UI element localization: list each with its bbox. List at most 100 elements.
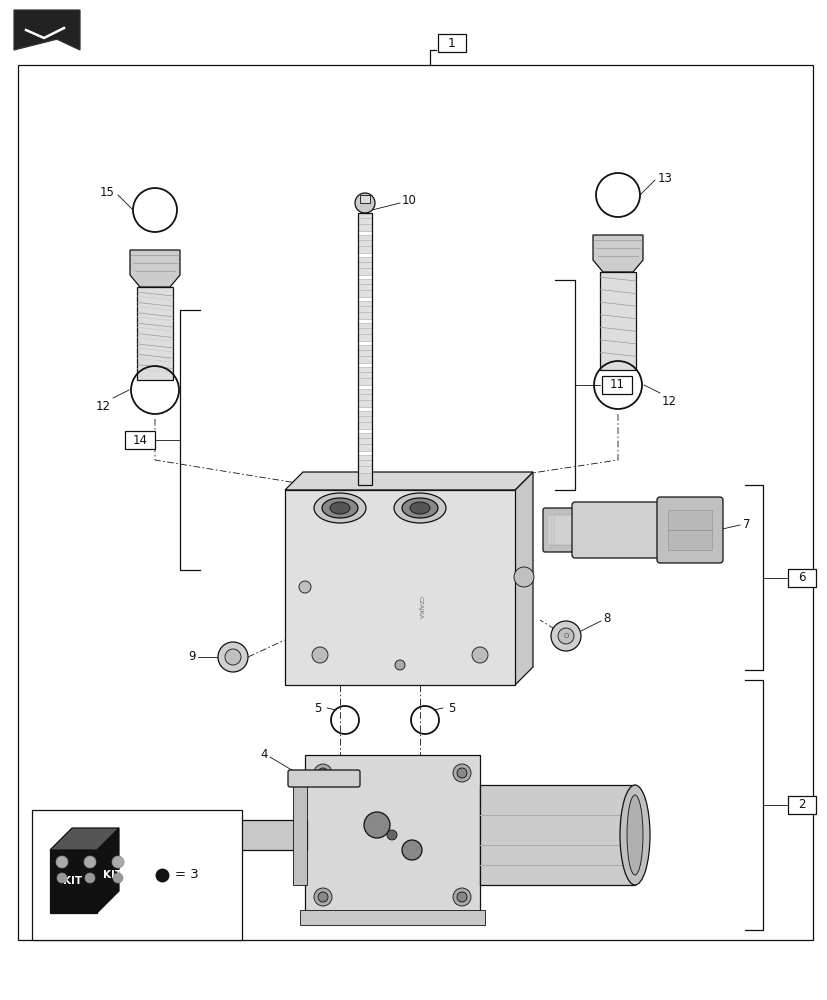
Circle shape bbox=[355, 193, 375, 213]
Text: KIT: KIT bbox=[64, 876, 83, 886]
Ellipse shape bbox=[394, 493, 446, 523]
Bar bbox=[357, 213, 371, 231]
Ellipse shape bbox=[207, 820, 222, 850]
Text: 10: 10 bbox=[402, 194, 416, 208]
Bar bbox=[357, 323, 371, 341]
Circle shape bbox=[471, 647, 487, 663]
Bar bbox=[553, 515, 578, 545]
FancyBboxPatch shape bbox=[601, 376, 631, 394]
Bar bbox=[136, 287, 173, 380]
Bar bbox=[667, 510, 711, 550]
Bar bbox=[32, 810, 241, 940]
Circle shape bbox=[85, 873, 95, 883]
Ellipse shape bbox=[626, 795, 643, 875]
Ellipse shape bbox=[313, 493, 366, 523]
Circle shape bbox=[318, 768, 327, 778]
Text: 7: 7 bbox=[742, 518, 749, 530]
Text: O: O bbox=[562, 633, 568, 639]
Text: 1: 1 bbox=[447, 37, 456, 50]
Circle shape bbox=[299, 581, 311, 593]
Circle shape bbox=[386, 830, 396, 840]
Bar bbox=[357, 257, 371, 275]
Circle shape bbox=[550, 621, 581, 651]
FancyBboxPatch shape bbox=[288, 770, 360, 787]
FancyBboxPatch shape bbox=[571, 502, 667, 558]
Bar bbox=[299, 910, 485, 925]
Text: 12: 12 bbox=[662, 395, 676, 408]
Circle shape bbox=[313, 888, 332, 906]
Circle shape bbox=[225, 649, 241, 665]
Bar bbox=[18, 65, 812, 940]
Bar bbox=[357, 411, 371, 429]
Bar bbox=[357, 279, 371, 297]
Ellipse shape bbox=[322, 498, 357, 518]
Bar bbox=[304, 755, 480, 915]
Text: 9: 9 bbox=[189, 650, 196, 664]
Ellipse shape bbox=[409, 502, 429, 514]
Bar bbox=[293, 785, 307, 885]
Circle shape bbox=[364, 812, 390, 838]
FancyBboxPatch shape bbox=[787, 796, 815, 814]
Polygon shape bbox=[592, 235, 643, 272]
Text: = 3: = 3 bbox=[174, 868, 198, 881]
Circle shape bbox=[514, 567, 533, 587]
Bar bbox=[284, 490, 514, 685]
Text: 15: 15 bbox=[100, 186, 115, 200]
Circle shape bbox=[313, 764, 332, 782]
Circle shape bbox=[112, 873, 123, 883]
Text: 6: 6 bbox=[797, 571, 805, 584]
FancyBboxPatch shape bbox=[437, 34, 466, 52]
Circle shape bbox=[312, 647, 327, 663]
Text: 13: 13 bbox=[657, 172, 672, 185]
Ellipse shape bbox=[402, 498, 437, 518]
FancyBboxPatch shape bbox=[656, 497, 722, 563]
Bar bbox=[357, 301, 371, 319]
FancyBboxPatch shape bbox=[543, 508, 581, 552]
Ellipse shape bbox=[619, 785, 649, 885]
Text: 5: 5 bbox=[314, 702, 322, 714]
FancyBboxPatch shape bbox=[787, 568, 815, 586]
FancyBboxPatch shape bbox=[125, 431, 155, 449]
Polygon shape bbox=[50, 828, 119, 850]
Circle shape bbox=[56, 856, 68, 868]
Polygon shape bbox=[514, 472, 533, 685]
Bar bbox=[50, 850, 97, 913]
Text: 4: 4 bbox=[261, 748, 268, 762]
Circle shape bbox=[84, 856, 96, 868]
Circle shape bbox=[394, 660, 404, 670]
Bar bbox=[600, 272, 635, 370]
Circle shape bbox=[402, 840, 422, 860]
Polygon shape bbox=[14, 10, 80, 50]
Bar bbox=[357, 235, 371, 253]
Circle shape bbox=[457, 892, 466, 902]
Ellipse shape bbox=[330, 502, 350, 514]
Text: 14: 14 bbox=[132, 434, 147, 446]
Circle shape bbox=[318, 892, 327, 902]
Text: KIT: KIT bbox=[103, 870, 122, 880]
Text: 11: 11 bbox=[609, 378, 624, 391]
Polygon shape bbox=[284, 472, 533, 490]
Circle shape bbox=[452, 764, 471, 782]
Circle shape bbox=[218, 642, 248, 672]
Polygon shape bbox=[130, 250, 179, 287]
Circle shape bbox=[57, 873, 67, 883]
Bar bbox=[215, 820, 307, 850]
Bar bbox=[357, 213, 371, 485]
Bar bbox=[357, 389, 371, 407]
Bar bbox=[357, 455, 371, 473]
Text: 2: 2 bbox=[797, 798, 805, 811]
Bar bbox=[357, 345, 371, 363]
Polygon shape bbox=[97, 828, 119, 913]
Circle shape bbox=[457, 768, 466, 778]
Bar bbox=[357, 433, 371, 451]
Circle shape bbox=[557, 628, 573, 644]
Text: 8: 8 bbox=[602, 612, 609, 626]
Text: 5: 5 bbox=[447, 702, 455, 714]
Circle shape bbox=[112, 856, 124, 868]
Bar bbox=[547, 515, 572, 545]
Bar bbox=[360, 195, 370, 203]
Bar bbox=[480, 785, 634, 885]
Bar bbox=[357, 367, 371, 385]
Bar bbox=[550, 515, 576, 545]
Circle shape bbox=[452, 888, 471, 906]
